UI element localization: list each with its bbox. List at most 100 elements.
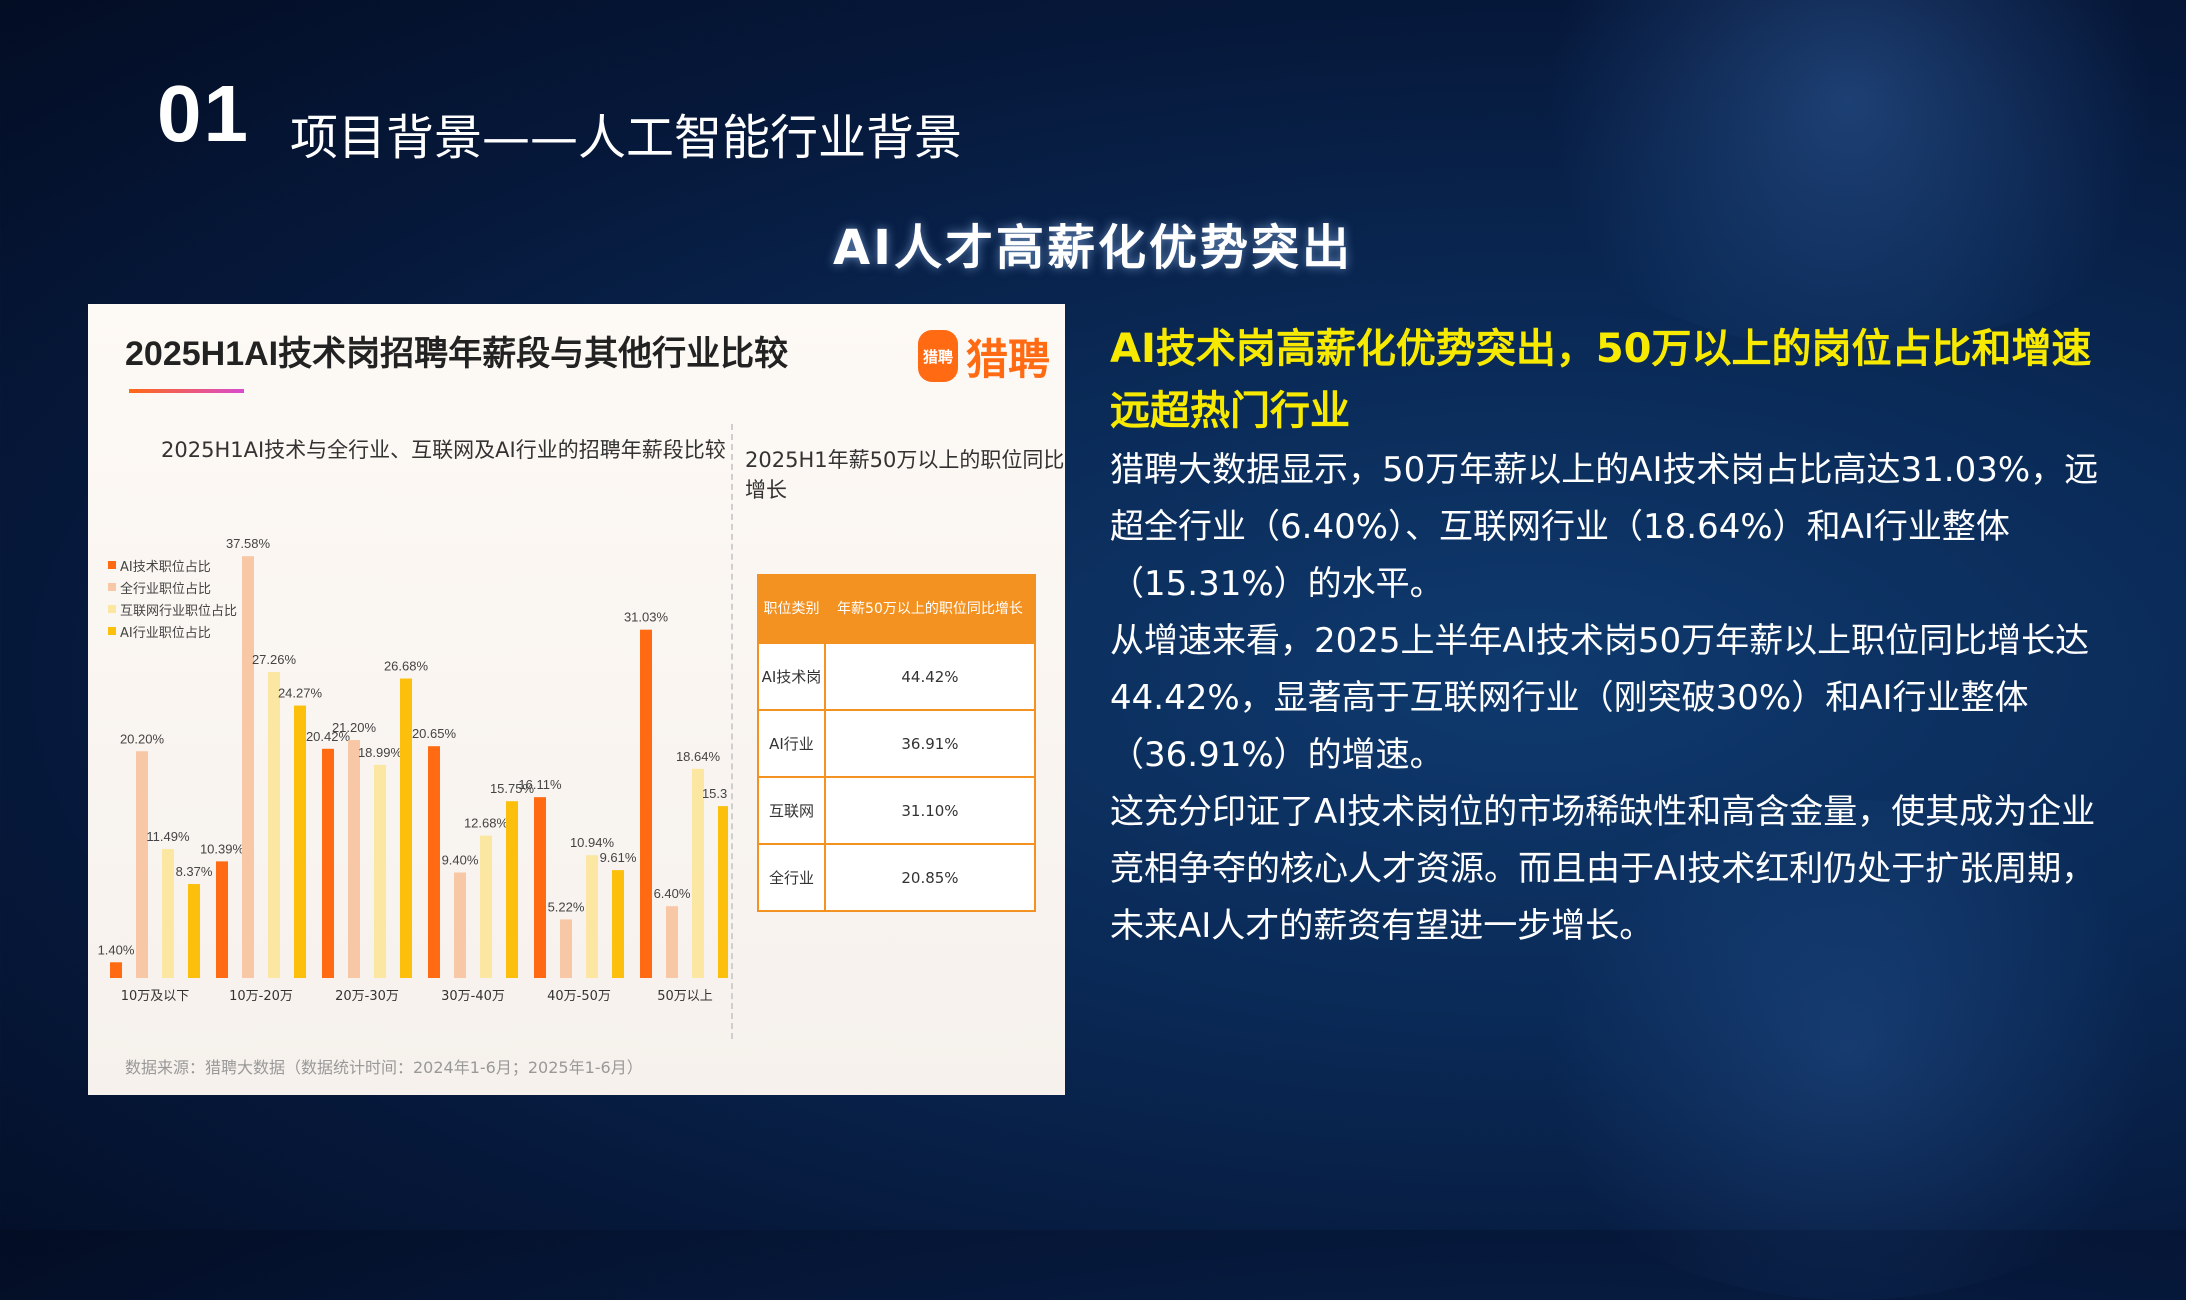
legend-label: 全行业职位占比 xyxy=(120,581,212,597)
legend-label: AI技术职位占比 xyxy=(120,559,211,575)
legend-label: 互联网行业职位占比 xyxy=(120,603,238,619)
data-label: 24.27% xyxy=(278,686,323,701)
bar xyxy=(640,629,652,978)
bar xyxy=(534,797,546,978)
table-cell: 36.91% xyxy=(823,709,1037,778)
legend-swatch xyxy=(108,627,116,635)
bar xyxy=(586,855,598,978)
data-label: 11.49% xyxy=(146,829,190,844)
bar xyxy=(428,746,440,978)
bar xyxy=(506,801,518,978)
data-label: 18.64% xyxy=(676,749,721,764)
data-label: 9.61% xyxy=(600,850,637,865)
bar xyxy=(480,835,492,978)
x-tick-label: 10万-20万 xyxy=(229,989,293,1004)
table-header-growth: 年薪50万以上的职位同比增长 xyxy=(823,574,1037,644)
title-underline xyxy=(129,389,244,393)
data-label: 12.68% xyxy=(464,816,509,831)
table-cell: 44.42% xyxy=(823,642,1037,711)
x-tick-label: 50万以上 xyxy=(657,989,713,1004)
table-cell: 互联网 xyxy=(757,776,826,845)
paragraph: 这充分印证了AI技术岗位的市场稀缺性和高含金量，使其成为企业竞相争夺的核心人才资… xyxy=(1110,792,2096,946)
logo-badge-icon: 猎聘 xyxy=(918,330,958,382)
legend-swatch xyxy=(108,605,116,613)
bar xyxy=(268,672,280,978)
bar xyxy=(162,849,174,978)
data-label: 26.68% xyxy=(384,659,429,674)
table-subtitle: 2025H1年薪50万以上的职位同比增长 xyxy=(745,448,1065,502)
slide-subtitle: AI人才高薪化优势突出 xyxy=(832,220,1353,276)
x-tick-label: 20万-30万 xyxy=(335,989,399,1004)
table-cell: AI技术岗 xyxy=(757,642,826,711)
table-header-category: 职位类别 xyxy=(757,574,826,644)
bar xyxy=(136,751,148,978)
card-title: 2025H1AI技术岗招聘年薪段与其他行业比较 xyxy=(125,335,789,373)
bar-chart-subtitle: 2025H1AI技术与全行业、互联网及AI行业的招聘年薪段比较 xyxy=(161,438,726,462)
bar xyxy=(692,768,704,978)
table-cell: 20.85% xyxy=(823,843,1037,912)
highlight-heading: AI技术岗高薪化优势突出，50万以上的岗位占比和增速远超热门行业 xyxy=(1110,326,2092,434)
section-number: 01 xyxy=(157,69,250,158)
data-label: 20.65% xyxy=(412,726,457,741)
data-label: 27.26% xyxy=(252,652,297,667)
bar-chart: 1.40% 20.20% 11.49% 8.37% 10万及以下 10.39% 37.58%… xyxy=(98,536,728,1004)
data-label: 20.20% xyxy=(120,731,165,746)
bar xyxy=(400,678,412,978)
legend-swatch xyxy=(108,583,116,591)
chart-legend: AI技术职位占比 全行业职位占比互联网行业职位占比 AI行业职位占比 xyxy=(108,554,237,642)
background-glow xyxy=(1500,0,2186,350)
chart-card: 2025H1AI技术岗招聘年薪段与其他行业比较 猎聘 猎聘 2025H1AI技术… xyxy=(88,304,1065,1095)
legend-label: AI行业职位占比 xyxy=(120,625,211,641)
bar xyxy=(612,870,624,978)
data-label: 37.58% xyxy=(226,536,271,551)
logo-text: 猎聘 xyxy=(966,334,1051,384)
table-row: AI技术岗 44.42% xyxy=(757,642,1037,711)
bar xyxy=(242,556,254,978)
bar xyxy=(348,740,360,978)
liepin-logo: 猎聘 猎聘 xyxy=(918,326,1050,386)
data-label: 16.11% xyxy=(518,777,562,792)
data-label: 15.31% xyxy=(702,786,728,801)
data-label: 10.39% xyxy=(200,841,245,856)
data-label: 5.22% xyxy=(548,899,585,914)
legend-item: AI技术职位占比 xyxy=(108,554,237,576)
data-label: 31.03% xyxy=(624,610,669,625)
bar xyxy=(216,861,228,978)
legend-item: 互联网行业职位占比 xyxy=(108,598,237,620)
table-cell: 31.10% xyxy=(823,776,1037,845)
data-label: 21.20% xyxy=(332,720,377,735)
text-panel: AI技术岗高薪化优势突出，50万以上的岗位占比和增速远超热门行业 猎聘大数据显示… xyxy=(1110,318,2110,955)
x-tick-label: 10万及以下 xyxy=(121,989,190,1004)
bar xyxy=(322,748,334,978)
data-label: 6.40% xyxy=(654,886,691,901)
bar xyxy=(188,884,200,978)
paragraph: 从增速来看，2025上半年AI技术岗50万年薪以上职位同比增长达44.42%，显… xyxy=(1110,621,2090,775)
data-label: 8.37% xyxy=(176,864,213,879)
data-label: 10.94% xyxy=(570,835,615,850)
paragraph: 猎聘大数据显示，50万年薪以上的AI技术岗占比高达31.03%，远超全行业（6.… xyxy=(1110,450,2099,604)
dashed-divider xyxy=(731,424,733,1039)
bar xyxy=(294,705,306,978)
legend-item: AI行业职位占比 xyxy=(108,620,237,642)
bar xyxy=(374,764,386,978)
table-cell: 全行业 xyxy=(757,843,826,912)
legend-swatch xyxy=(108,561,116,569)
data-source-note: 数据来源：猎聘大数据（数据统计时间：2024年1-6月；2025年1-6月） xyxy=(125,1058,643,1077)
data-label: 9.40% xyxy=(442,852,479,867)
x-tick-label: 40万-50万 xyxy=(547,989,611,1004)
bar xyxy=(110,962,122,978)
data-label: 1.40% xyxy=(98,942,135,957)
growth-table: 职位类别 年薪50万以上的职位同比增长 AI技术岗 44.42% AI行业 36.9… xyxy=(757,574,1037,912)
table-row: 全行业 20.85% xyxy=(757,843,1037,912)
section-title: 项目背景——人工智能行业背景 xyxy=(290,110,963,166)
x-tick-label: 30万-40万 xyxy=(441,989,505,1004)
legend-item: 全行业职位占比 xyxy=(108,576,237,598)
bar xyxy=(718,806,728,978)
data-label: 20.42% xyxy=(306,729,351,744)
table-row: AI行业 36.91% xyxy=(757,709,1037,778)
data-label: 18.99% xyxy=(358,745,403,760)
bar xyxy=(666,906,678,978)
table-cell: AI行业 xyxy=(757,709,826,778)
bar xyxy=(560,919,572,978)
table-row: 互联网 31.10% xyxy=(757,776,1037,845)
